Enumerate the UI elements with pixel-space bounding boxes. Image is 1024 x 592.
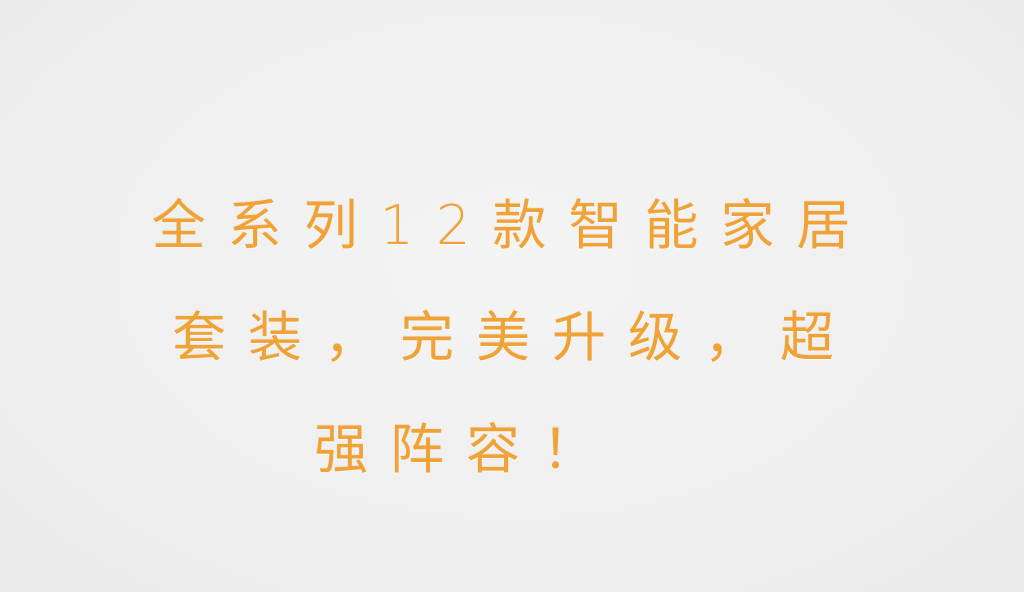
headline-line-1: 全系列12款智能家居 [151,194,873,257]
headline-line-2: 套装，完美升级，超 [172,306,856,369]
headline-line-3: 强阵容！ [314,418,618,481]
headline-text: 全系列12款智能家居 套装，完美升级，超 强阵容！ [0,170,1024,506]
